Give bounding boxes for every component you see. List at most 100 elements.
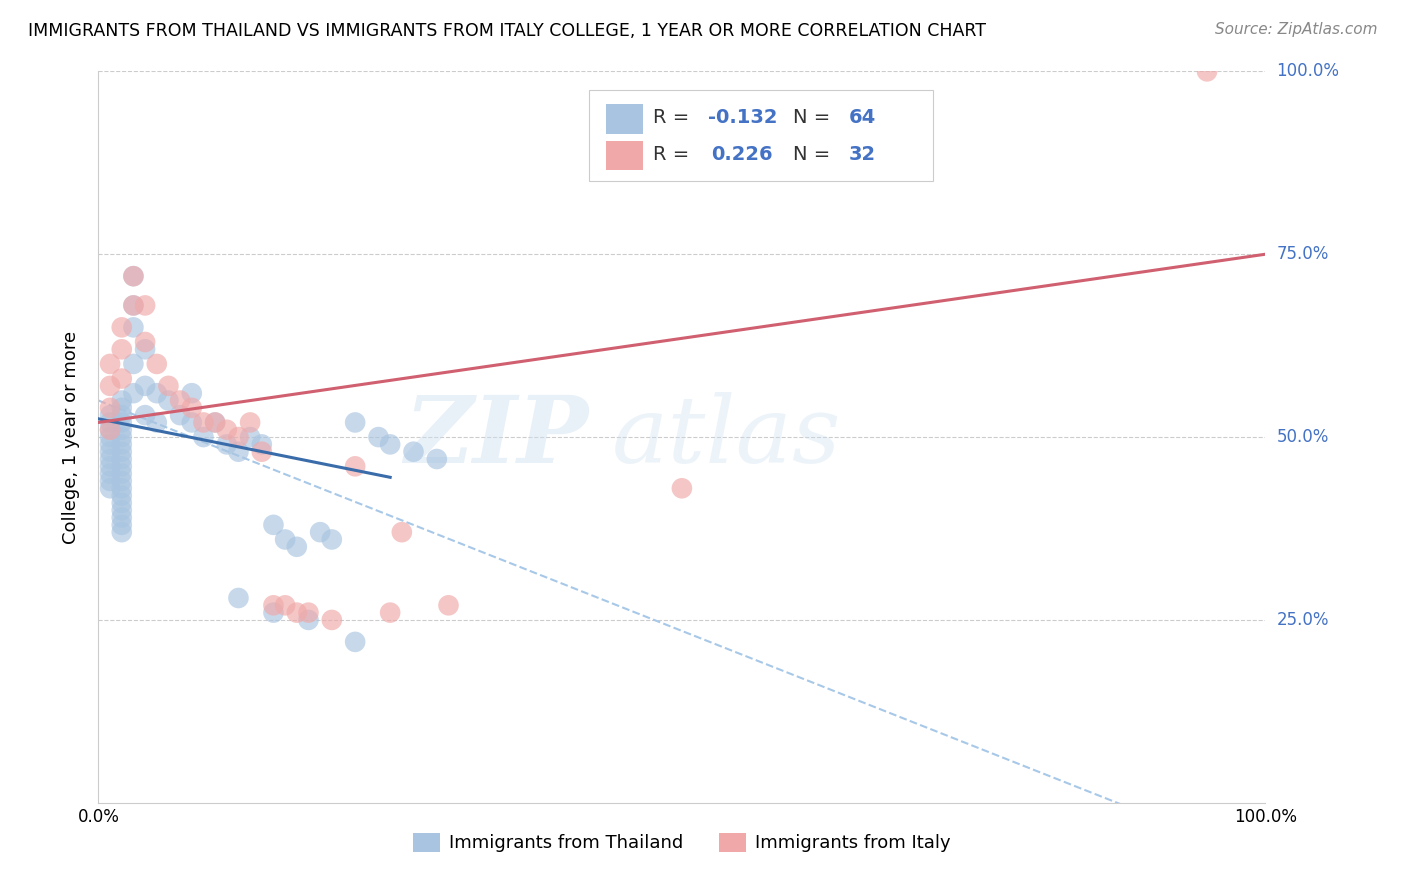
Point — [239, 416, 262, 430]
Point — [193, 416, 215, 430]
Point — [111, 459, 134, 474]
Point — [274, 533, 297, 547]
Point — [111, 496, 134, 510]
Point — [111, 481, 134, 495]
Point — [157, 393, 180, 408]
Point — [1195, 64, 1218, 78]
Point — [111, 503, 134, 517]
Point — [122, 298, 145, 312]
Point — [228, 591, 250, 605]
Point — [228, 430, 250, 444]
Point — [98, 423, 121, 437]
Point — [98, 379, 121, 393]
Point — [146, 357, 169, 371]
Point — [239, 430, 262, 444]
Point — [134, 298, 156, 312]
Point — [98, 474, 121, 488]
Text: N =: N = — [793, 108, 837, 127]
Point — [426, 452, 449, 467]
Text: R =: R = — [652, 108, 695, 127]
Point — [297, 613, 319, 627]
Text: 25.0%: 25.0% — [1277, 611, 1329, 629]
Text: Source: ZipAtlas.com: Source: ZipAtlas.com — [1215, 22, 1378, 37]
Point — [111, 401, 134, 415]
Point — [98, 437, 121, 451]
Point — [98, 401, 121, 415]
Point — [122, 269, 145, 284]
Point — [111, 517, 134, 532]
Point — [344, 635, 367, 649]
Point — [309, 525, 332, 540]
Point — [391, 525, 413, 540]
Point — [146, 416, 169, 430]
Text: 0.226: 0.226 — [711, 145, 773, 163]
Point — [98, 459, 121, 474]
Point — [111, 467, 134, 481]
Point — [250, 437, 273, 451]
Point — [134, 334, 156, 349]
Point — [111, 343, 134, 357]
Point — [262, 517, 284, 532]
Point — [204, 416, 226, 430]
Point — [122, 298, 145, 312]
Point — [157, 379, 180, 393]
FancyBboxPatch shape — [589, 90, 932, 181]
Point — [122, 386, 145, 401]
Point — [111, 444, 134, 458]
Point — [204, 416, 226, 430]
Point — [98, 467, 121, 481]
Text: 100.0%: 100.0% — [1277, 62, 1340, 80]
Point — [380, 437, 402, 451]
Point — [122, 320, 145, 334]
Point — [321, 613, 343, 627]
Y-axis label: College, 1 year or more: College, 1 year or more — [62, 331, 80, 543]
Text: 64: 64 — [849, 108, 876, 127]
Point — [98, 416, 121, 430]
Point — [169, 408, 191, 422]
Point — [437, 599, 460, 613]
Text: 75.0%: 75.0% — [1277, 245, 1329, 263]
Point — [111, 393, 134, 408]
Point — [285, 540, 308, 554]
Point — [250, 444, 273, 458]
Point — [215, 437, 238, 451]
Point — [180, 401, 202, 415]
Point — [402, 444, 425, 458]
Point — [122, 269, 145, 284]
Point — [297, 606, 319, 620]
Point — [134, 379, 156, 393]
Point — [146, 386, 169, 401]
Legend: Immigrants from Thailand, Immigrants from Italy: Immigrants from Thailand, Immigrants fro… — [405, 826, 959, 860]
Point — [111, 408, 134, 422]
Point — [111, 437, 134, 451]
Point — [98, 357, 121, 371]
Point — [98, 430, 121, 444]
Point — [134, 343, 156, 357]
Point — [321, 533, 343, 547]
Point — [98, 444, 121, 458]
Point — [380, 606, 402, 620]
Text: 50.0%: 50.0% — [1277, 428, 1329, 446]
Point — [111, 423, 134, 437]
Text: IMMIGRANTS FROM THAILAND VS IMMIGRANTS FROM ITALY COLLEGE, 1 YEAR OR MORE CORREL: IMMIGRANTS FROM THAILAND VS IMMIGRANTS F… — [28, 22, 986, 40]
Point — [367, 430, 389, 444]
Point — [111, 489, 134, 503]
Point — [111, 474, 134, 488]
Text: atlas: atlas — [612, 392, 841, 482]
Point — [98, 423, 121, 437]
Point — [274, 599, 297, 613]
Bar — [606, 141, 644, 170]
Point — [344, 416, 367, 430]
Point — [134, 408, 156, 422]
Point — [169, 393, 191, 408]
Point — [180, 416, 202, 430]
Point — [671, 481, 693, 495]
Point — [111, 452, 134, 467]
Point — [111, 525, 134, 540]
Text: ZIP: ZIP — [405, 392, 589, 482]
Text: N =: N = — [793, 145, 837, 163]
Point — [228, 444, 250, 458]
Point — [262, 599, 284, 613]
Point — [98, 452, 121, 467]
Point — [344, 459, 367, 474]
